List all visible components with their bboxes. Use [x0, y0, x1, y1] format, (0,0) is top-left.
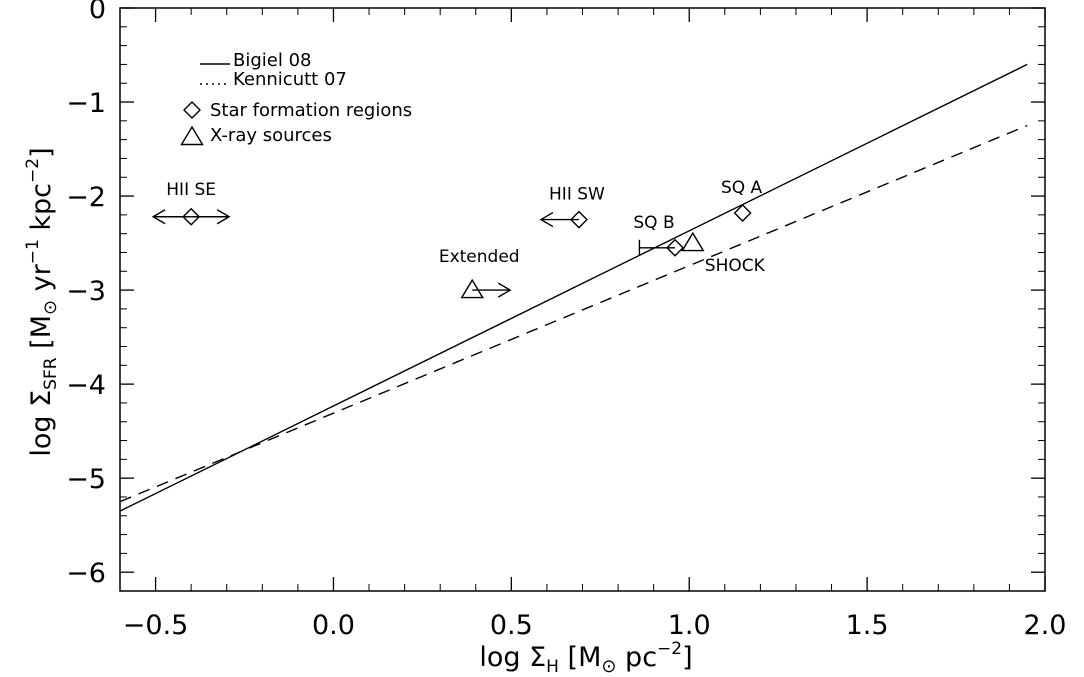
x-tick-label: −0.5 [123, 610, 189, 641]
fit-lines [119, 63, 1028, 512]
point-shock [681, 231, 705, 252]
y-tick-label: −4 [66, 370, 106, 401]
label-sq-a: SQ A [721, 178, 763, 198]
point-sq-b [666, 238, 684, 257]
point-hii-sw [569, 210, 588, 229]
x-tick-label: 1.0 [668, 610, 711, 641]
x-axis-title: log ΣH [M⊙ pc−2] [479, 639, 692, 677]
legend-label-kennicutt-07: Kennicutt 07 [233, 69, 347, 90]
x-tick-label: 1.5 [846, 610, 889, 641]
x-tick-label: 2.0 [1024, 610, 1067, 641]
y-axis-title: log ΣSFR [M⊙ yr−1 kpc−2] [23, 147, 61, 456]
y-tick-label: −1 [66, 88, 106, 119]
axis-ticks [119, 7, 1046, 592]
label-extended: Extended [439, 247, 520, 267]
legend-label-star-formation-regions: Star formation regions [210, 100, 412, 121]
y-tick-label: −6 [66, 558, 106, 589]
limit-arrow-head [151, 209, 166, 225]
point-sq-a [733, 204, 752, 222]
limit-arrow-head [497, 282, 512, 298]
label-sq-b: SQ B [633, 213, 674, 233]
plot-frame [119, 7, 1046, 592]
limit-arrow-head [216, 209, 231, 225]
axis-tick-labels: −0.5 0.0 0.5 1.0 1.5 2.0 −6 −5 −4 −3 −2 −1 0 [66, 0, 1066, 641]
point-extended [460, 278, 484, 299]
label-hii-sw: HII SW [549, 185, 605, 205]
y-tick-label: −2 [66, 182, 106, 213]
point-hii-se [182, 207, 201, 226]
x-tick-label: 0.5 [490, 610, 533, 641]
bigiel-08-line [119, 63, 1028, 512]
y-tick-label: −3 [66, 276, 106, 307]
label-shock: SHOCK [705, 256, 766, 276]
y-tick-label: 0 [89, 0, 106, 25]
label-hii-se: HII SE [166, 180, 216, 200]
kennicutt-07-line [119, 124, 1028, 503]
legend-label-bigiel-08: Bigiel 08 [233, 50, 311, 71]
x-tick-label: 0.0 [312, 610, 355, 641]
legend-swatch-star-formation-regions [183, 101, 201, 119]
y-tick-label: −5 [66, 464, 106, 495]
legend-label-x-ray-sources: X-ray sources [210, 125, 332, 146]
legend-swatch-x-ray-sources [180, 125, 204, 146]
data-points: HII SE HII SW SQ A SQ B SHOCK Extended [151, 178, 766, 299]
limit-arrow-head [539, 211, 554, 228]
